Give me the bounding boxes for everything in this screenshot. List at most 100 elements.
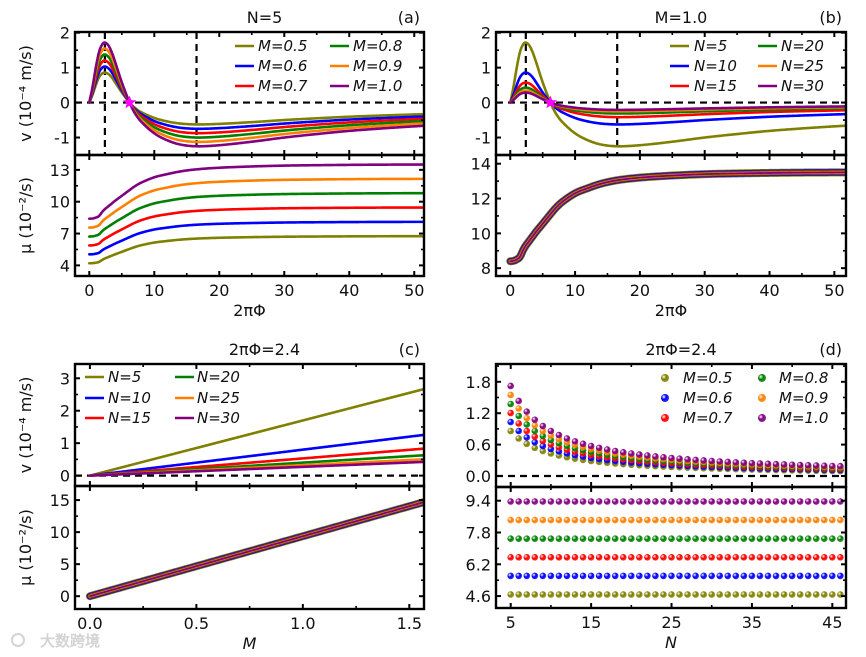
data-point bbox=[587, 516, 595, 524]
data-point bbox=[708, 498, 716, 505]
data-point bbox=[531, 535, 539, 542]
y-tick-label: 9.4 bbox=[466, 492, 491, 511]
x-tick-label: 30 bbox=[274, 281, 294, 300]
data-point bbox=[611, 572, 619, 580]
legend-label: N=30 bbox=[197, 409, 240, 427]
data-point bbox=[587, 535, 595, 542]
data-point bbox=[539, 432, 547, 440]
y-tick-label: 7.8 bbox=[466, 523, 491, 542]
data-point bbox=[515, 516, 523, 524]
series-M-0_8 bbox=[507, 535, 844, 542]
series-M-0_6-line bbox=[88, 65, 424, 131]
x-tick-label: 0.5 bbox=[184, 614, 209, 633]
series-M-0_7-line bbox=[88, 206, 424, 247]
data-point bbox=[547, 553, 555, 561]
series-M-1_0 bbox=[507, 382, 844, 470]
series-N-30-line bbox=[88, 460, 424, 477]
data-point bbox=[796, 535, 804, 542]
legend-item: N=25 bbox=[758, 57, 824, 75]
data-point bbox=[539, 553, 547, 561]
data-point bbox=[829, 553, 836, 561]
data-point bbox=[748, 572, 756, 580]
data-point bbox=[507, 391, 515, 399]
data-point bbox=[555, 516, 563, 524]
data-point bbox=[740, 553, 748, 561]
data-point bbox=[555, 498, 563, 505]
data-point bbox=[644, 498, 651, 505]
y-tick-label: 10 bbox=[50, 193, 70, 212]
data-point bbox=[780, 461, 788, 468]
legend: N=5 N=10 N=15 N=20 N=25 N=30 bbox=[85, 368, 240, 427]
data-point bbox=[547, 535, 555, 542]
data-point bbox=[740, 572, 748, 580]
x-axis-label: N bbox=[665, 633, 677, 652]
data-point bbox=[660, 591, 667, 598]
subplot-bottom: 4.6 6.2 7.8 9.4 bbox=[466, 485, 848, 610]
data-point bbox=[708, 535, 716, 542]
x-tick-label: 20 bbox=[209, 281, 229, 300]
data-point bbox=[507, 427, 515, 435]
data-point bbox=[595, 553, 603, 561]
data-point bbox=[515, 405, 523, 412]
data-point bbox=[716, 516, 724, 524]
subplot-bottom: 8 10 12 14 bbox=[471, 153, 848, 278]
data-point bbox=[788, 572, 796, 580]
data-point bbox=[804, 461, 812, 469]
legend-label: N=20 bbox=[781, 37, 824, 55]
data-point bbox=[796, 591, 804, 598]
data-point bbox=[507, 418, 515, 426]
data-point bbox=[563, 591, 571, 598]
data-point bbox=[788, 591, 796, 598]
series-M-1_0-line bbox=[88, 41, 424, 148]
data-point bbox=[668, 454, 675, 462]
data-point bbox=[587, 498, 595, 505]
data-point bbox=[547, 498, 555, 505]
watermark: 大数跨境 bbox=[11, 632, 100, 650]
data-point bbox=[595, 572, 603, 580]
data-point bbox=[692, 498, 699, 505]
y-tick-label: 12 bbox=[471, 190, 491, 209]
data-point bbox=[531, 591, 539, 598]
panel-title: 2πΦ=2.4 bbox=[229, 340, 300, 359]
data-point bbox=[595, 444, 603, 452]
data-point bbox=[563, 435, 571, 442]
data-point bbox=[531, 433, 539, 440]
data-point bbox=[796, 516, 804, 524]
data-point bbox=[628, 535, 635, 542]
data-point bbox=[668, 591, 675, 598]
data-point bbox=[619, 449, 627, 456]
series-N-30-line bbox=[508, 91, 846, 112]
legend-item: M=0.7 bbox=[235, 77, 308, 95]
data-point bbox=[756, 498, 764, 505]
data-point bbox=[636, 535, 643, 542]
data-point bbox=[523, 535, 531, 542]
data-point bbox=[555, 572, 563, 580]
data-point bbox=[820, 591, 828, 598]
data-point bbox=[668, 498, 675, 505]
data-point bbox=[820, 535, 828, 542]
data-point bbox=[700, 591, 707, 598]
subplot-top: -1 0 1 2 N=5 N=10 N=15 N=20 N=25 N=30 bbox=[475, 24, 848, 157]
data-point bbox=[660, 535, 667, 542]
data-point bbox=[756, 516, 764, 524]
data-point bbox=[772, 498, 780, 505]
data-point bbox=[764, 535, 772, 542]
data-point bbox=[555, 553, 563, 561]
data-point bbox=[652, 553, 659, 561]
data-point bbox=[764, 572, 772, 580]
plot-area bbox=[75, 387, 424, 477]
data-point bbox=[708, 553, 716, 561]
legend-label: N=15 bbox=[694, 77, 737, 95]
data-point bbox=[603, 591, 611, 598]
data-point bbox=[812, 553, 820, 561]
series-M-0_5 bbox=[507, 591, 844, 598]
data-point bbox=[829, 498, 836, 505]
data-point bbox=[628, 516, 635, 524]
panel-title: 2πΦ=2.4 bbox=[645, 340, 716, 359]
data-point bbox=[579, 516, 587, 524]
x-axis-label: 2πΦ bbox=[655, 301, 687, 320]
data-point bbox=[764, 553, 772, 561]
data-point bbox=[595, 516, 603, 524]
legend-label: M=0.5 bbox=[258, 37, 307, 55]
data-point bbox=[571, 535, 579, 542]
